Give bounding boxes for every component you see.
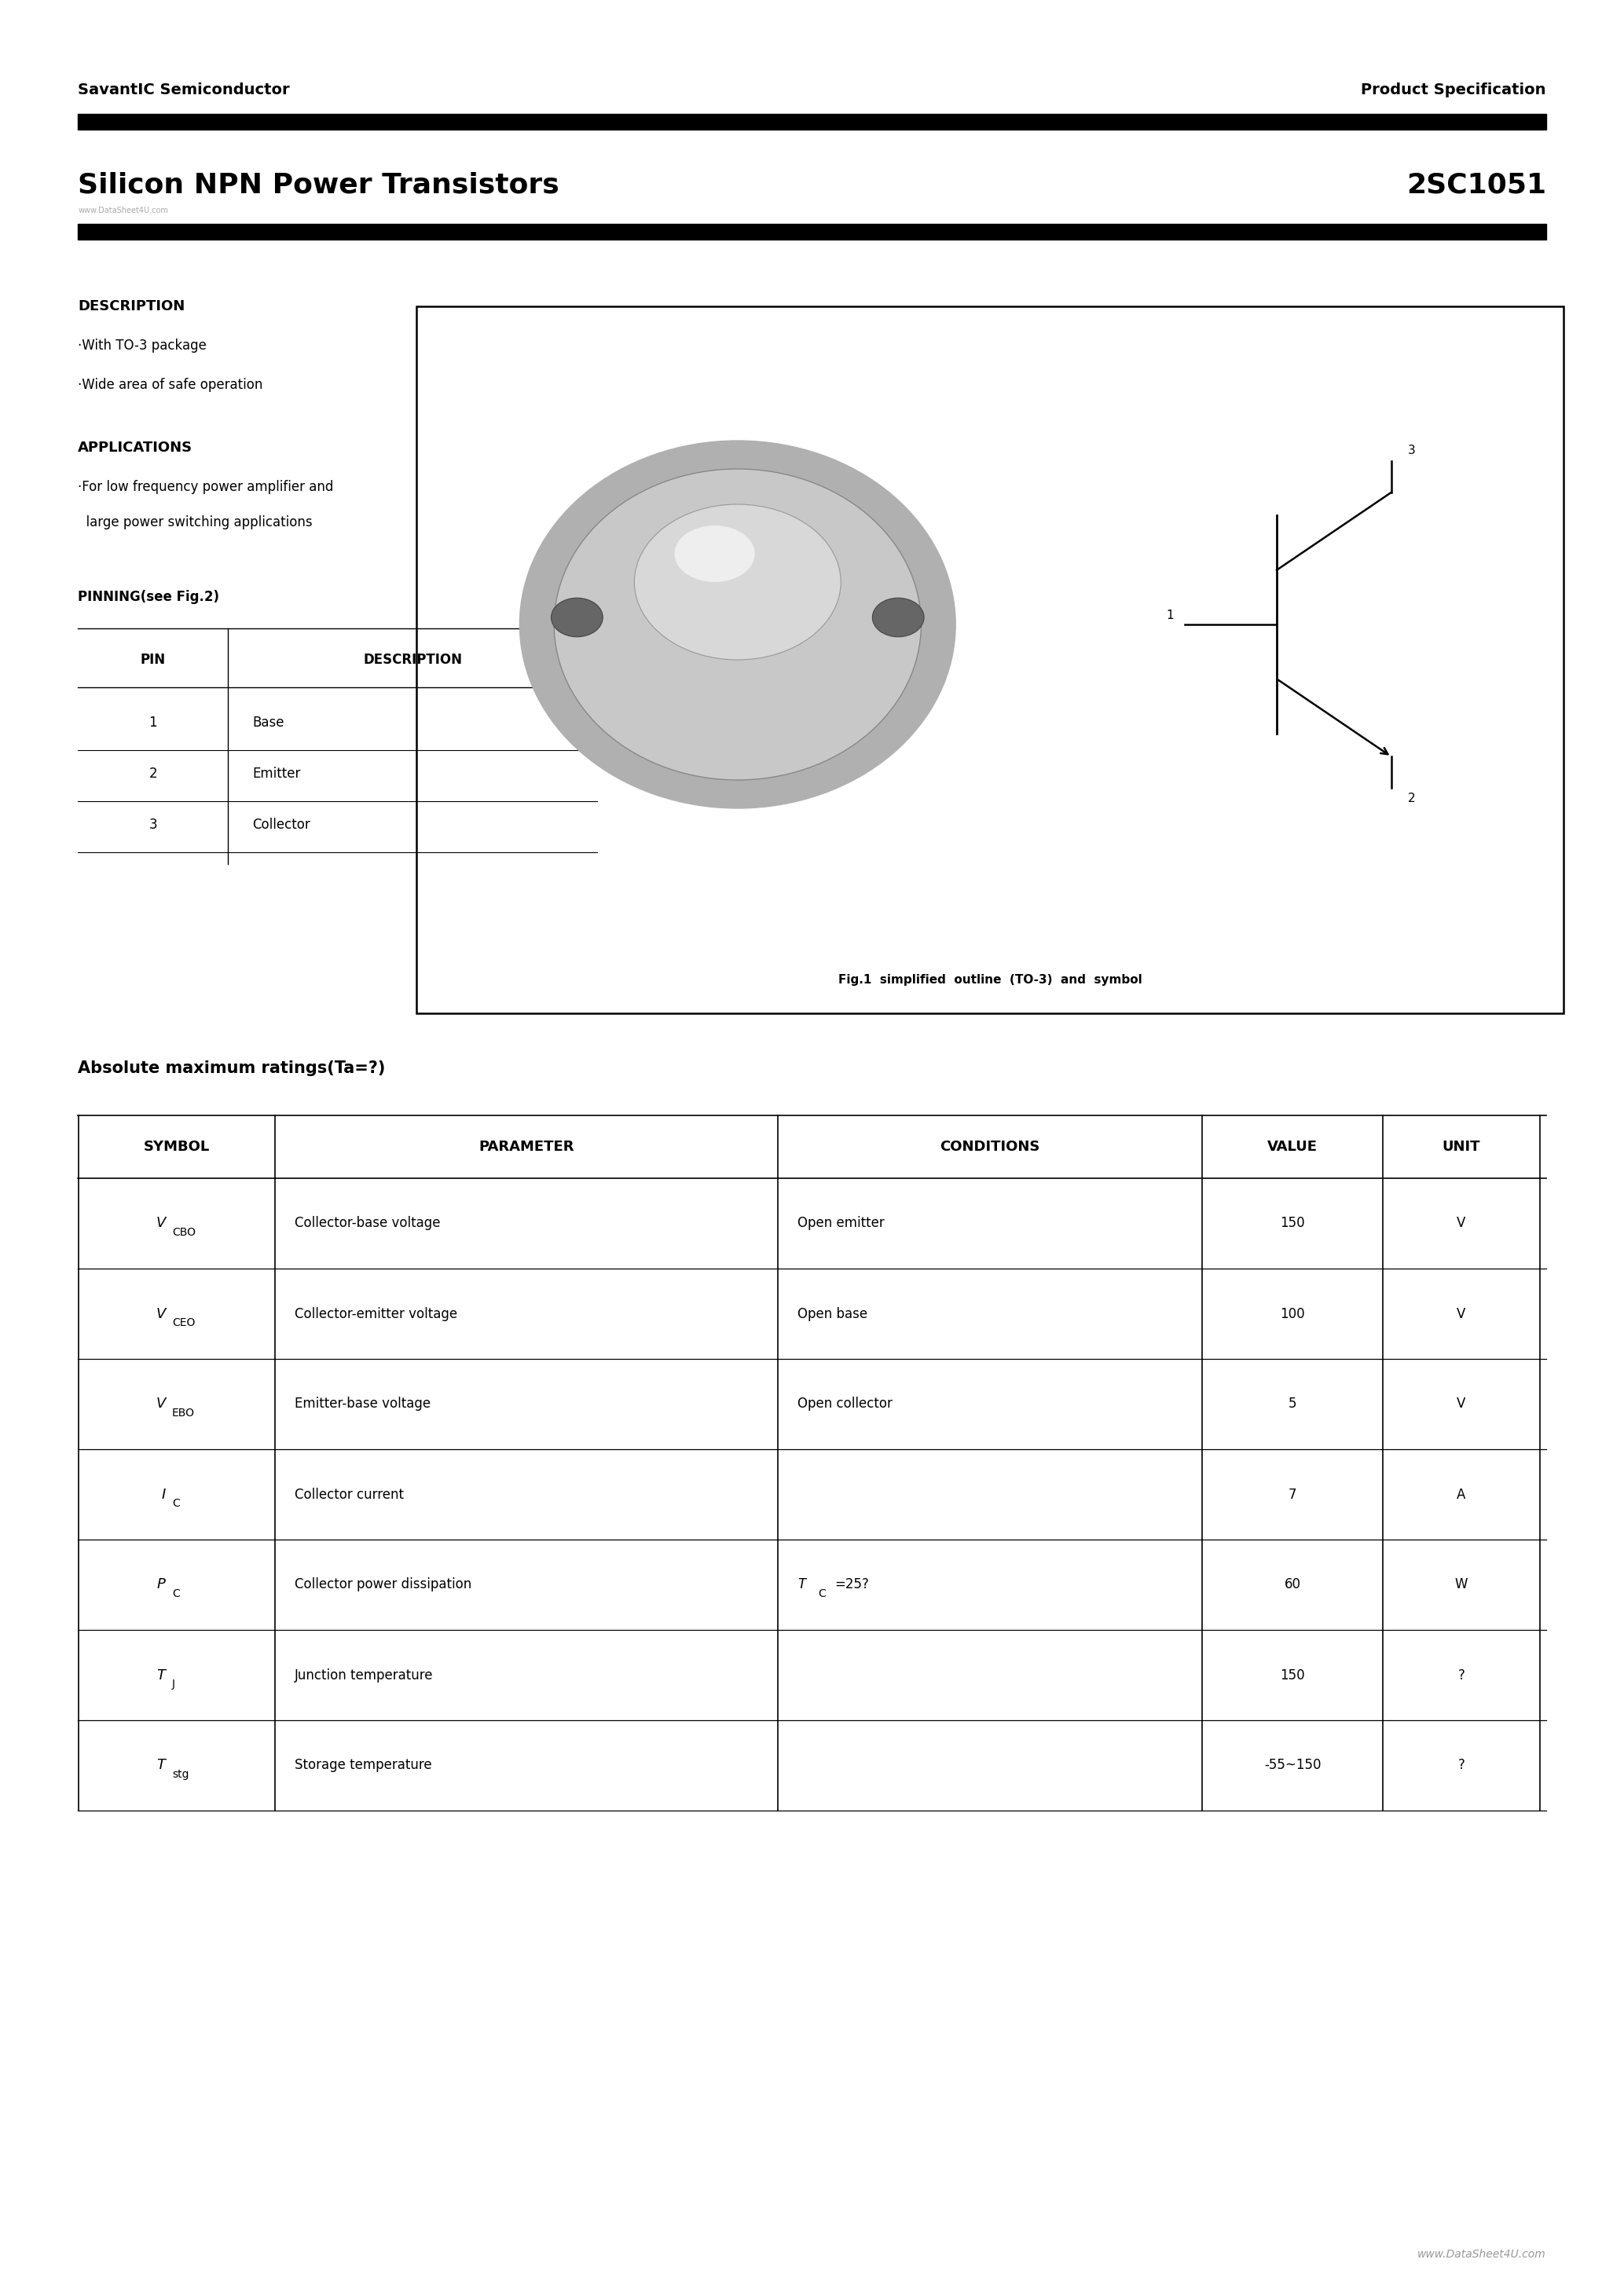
Text: V: V bbox=[156, 1217, 166, 1231]
Text: P: P bbox=[158, 1577, 166, 1591]
Text: A: A bbox=[1457, 1488, 1466, 1502]
Text: PINNING(see Fig.2): PINNING(see Fig.2) bbox=[78, 590, 219, 604]
Text: 150: 150 bbox=[1280, 1217, 1304, 1231]
Text: PIN: PIN bbox=[140, 652, 166, 666]
Text: Collector-base voltage: Collector-base voltage bbox=[294, 1217, 440, 1231]
Text: Collector power dissipation: Collector power dissipation bbox=[294, 1577, 471, 1591]
Text: J: J bbox=[172, 1678, 175, 1690]
Text: CONDITIONS: CONDITIONS bbox=[940, 1139, 1039, 1155]
Text: ?: ? bbox=[1458, 1667, 1465, 1683]
Text: Junction temperature: Junction temperature bbox=[294, 1667, 434, 1683]
Text: 7: 7 bbox=[1288, 1488, 1296, 1502]
Text: C: C bbox=[818, 1589, 827, 1600]
Text: PARAMETER: PARAMETER bbox=[479, 1139, 575, 1155]
Text: Collector-emitter voltage: Collector-emitter voltage bbox=[294, 1306, 458, 1320]
Text: ·With TO-3 package: ·With TO-3 package bbox=[78, 338, 206, 354]
Text: Emitter-base voltage: Emitter-base voltage bbox=[294, 1396, 430, 1412]
Text: 2: 2 bbox=[149, 767, 158, 781]
Text: Storage temperature: Storage temperature bbox=[294, 1759, 432, 1773]
Text: Collector current: Collector current bbox=[294, 1488, 404, 1502]
Text: 2: 2 bbox=[1408, 792, 1415, 804]
Text: -55~150: -55~150 bbox=[1263, 1759, 1320, 1773]
Bar bbox=[78, 115, 1546, 129]
Text: SavantIC Semiconductor: SavantIC Semiconductor bbox=[78, 83, 289, 99]
Text: V: V bbox=[1457, 1396, 1466, 1412]
Text: SYMBOL: SYMBOL bbox=[143, 1139, 209, 1155]
Text: C: C bbox=[172, 1497, 180, 1508]
Text: ?: ? bbox=[1458, 1759, 1465, 1773]
Text: T: T bbox=[797, 1577, 806, 1591]
Bar bbox=[416, 305, 1564, 1013]
Text: Open emitter: Open emitter bbox=[797, 1217, 885, 1231]
Text: www.DataSheet4U.com: www.DataSheet4U.com bbox=[78, 207, 169, 214]
Text: CEO: CEO bbox=[172, 1318, 195, 1329]
Text: 150: 150 bbox=[1280, 1667, 1304, 1683]
Text: VALUE: VALUE bbox=[1267, 1139, 1317, 1155]
Text: Silicon NPN Power Transistors: Silicon NPN Power Transistors bbox=[78, 172, 559, 197]
Text: stg: stg bbox=[172, 1770, 188, 1779]
Ellipse shape bbox=[554, 468, 921, 781]
Ellipse shape bbox=[520, 441, 955, 808]
Text: V: V bbox=[1457, 1217, 1466, 1231]
Text: V: V bbox=[1457, 1306, 1466, 1320]
Text: APPLICATIONS: APPLICATIONS bbox=[78, 441, 193, 455]
Text: Base: Base bbox=[252, 716, 284, 730]
Text: 3: 3 bbox=[149, 817, 158, 831]
Text: V: V bbox=[156, 1306, 166, 1320]
Bar bbox=[78, 225, 1546, 239]
Text: Open collector: Open collector bbox=[797, 1396, 892, 1412]
Text: 1: 1 bbox=[1166, 608, 1174, 622]
Text: I: I bbox=[161, 1488, 166, 1502]
Text: 1: 1 bbox=[149, 716, 158, 730]
Text: T: T bbox=[158, 1667, 166, 1683]
Text: V: V bbox=[156, 1396, 166, 1412]
Text: =25?: =25? bbox=[835, 1577, 869, 1591]
Ellipse shape bbox=[551, 597, 603, 636]
Text: 3: 3 bbox=[1408, 445, 1416, 457]
Text: 60: 60 bbox=[1285, 1577, 1301, 1591]
Text: ·For low frequency power amplifier and: ·For low frequency power amplifier and bbox=[78, 480, 333, 494]
Text: Fig.1  simplified  outline  (TO-3)  and  symbol: Fig.1 simplified outline (TO-3) and symb… bbox=[838, 974, 1142, 985]
Text: Absolute maximum ratings(Ta=?): Absolute maximum ratings(Ta=?) bbox=[78, 1061, 385, 1077]
Text: 2SC1051: 2SC1051 bbox=[1406, 172, 1546, 197]
Text: CBO: CBO bbox=[172, 1226, 195, 1238]
Text: W: W bbox=[1455, 1577, 1468, 1591]
Text: DESCRIPTION: DESCRIPTION bbox=[364, 652, 461, 666]
Text: Open base: Open base bbox=[797, 1306, 867, 1320]
Text: DESCRIPTION: DESCRIPTION bbox=[78, 298, 185, 315]
Text: ·Wide area of safe operation: ·Wide area of safe operation bbox=[78, 379, 263, 393]
Text: Collector: Collector bbox=[252, 817, 310, 831]
Text: Product Specification: Product Specification bbox=[1361, 83, 1546, 99]
Text: UNIT: UNIT bbox=[1442, 1139, 1481, 1155]
Text: T: T bbox=[158, 1759, 166, 1773]
Text: www.DataSheet4U.com: www.DataSheet4U.com bbox=[1418, 2248, 1546, 2259]
Text: large power switching applications: large power switching applications bbox=[78, 514, 312, 530]
Ellipse shape bbox=[872, 597, 924, 636]
Text: 5: 5 bbox=[1288, 1396, 1296, 1412]
Ellipse shape bbox=[635, 505, 841, 659]
Text: EBO: EBO bbox=[172, 1407, 195, 1419]
Text: 100: 100 bbox=[1280, 1306, 1304, 1320]
Text: C: C bbox=[172, 1589, 180, 1600]
Text: Emitter: Emitter bbox=[252, 767, 300, 781]
Ellipse shape bbox=[674, 526, 755, 583]
